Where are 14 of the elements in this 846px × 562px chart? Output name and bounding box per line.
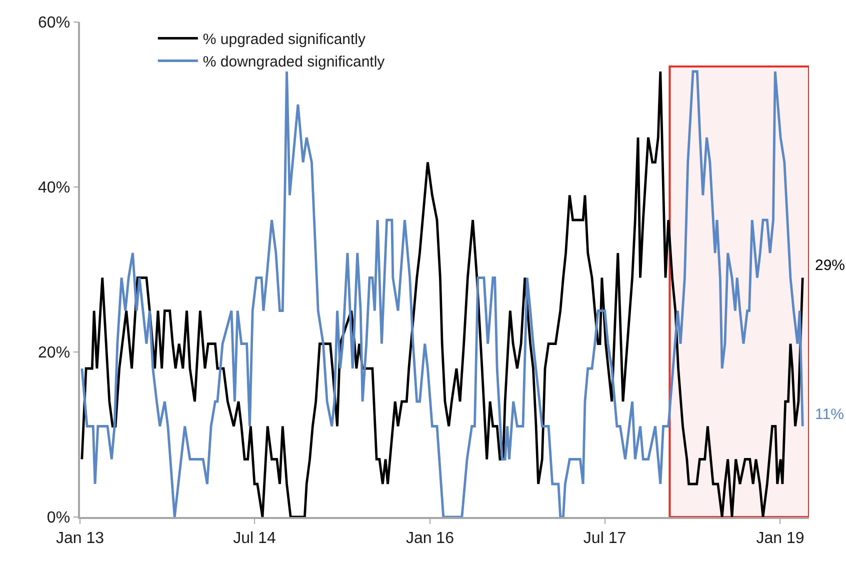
y-tick-label: 0% xyxy=(46,510,70,527)
x-tick-label: Jan 19 xyxy=(756,530,804,547)
y-tick-label: 20% xyxy=(38,344,70,362)
line-series xyxy=(80,70,804,517)
x-tick-label: Jan 16 xyxy=(406,530,454,547)
x-tick-label: Jan 13 xyxy=(56,530,104,547)
x-tick-label: Jul 14 xyxy=(233,530,276,547)
annotation: 29% xyxy=(815,257,846,274)
annotation: 11% xyxy=(815,406,844,423)
x-tick-label: Jul 17 xyxy=(583,530,626,547)
legend-label: % downgraded significantly xyxy=(202,54,386,71)
y-tick-label: 40% xyxy=(38,180,70,197)
legend-label: % upgraded significantly xyxy=(202,31,366,48)
y-tick-label: 60% xyxy=(38,14,70,32)
